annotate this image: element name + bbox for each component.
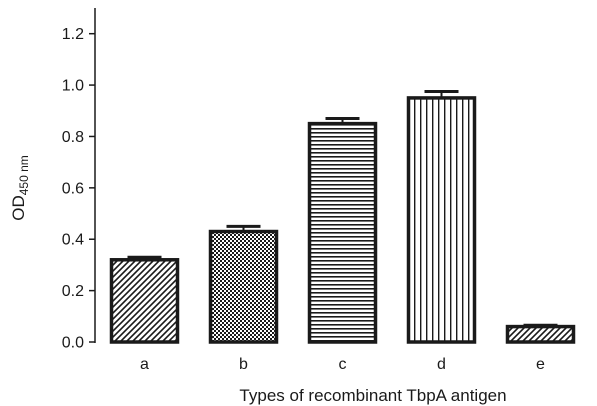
bar-e <box>505 324 576 344</box>
bar-c <box>307 121 378 344</box>
y-tick-label: 0.6 <box>62 180 84 197</box>
y-tick-label: 0.2 <box>62 283 84 300</box>
y-axis-ticks: 0.0 0.2 0.4 0.6 0.8 1.0 1.2 <box>62 26 95 352</box>
x-tick-label-b: b <box>239 356 248 373</box>
x-tick-label-d: d <box>437 356 446 373</box>
y-axis-title-main: OD <box>9 195 28 221</box>
x-tick-label-a: a <box>140 356 149 373</box>
error-bars-group <box>127 90 558 327</box>
y-tick-label: 1.0 <box>62 78 84 95</box>
y-axis-title-subscript: 450 nm <box>17 155 31 195</box>
x-tick-label-c: c <box>339 356 347 373</box>
error-bar-b <box>226 224 261 232</box>
bar-d <box>406 96 477 344</box>
y-axis-title: OD450 nm <box>9 155 31 221</box>
error-bar-c <box>325 116 360 124</box>
error-bar-e <box>523 323 558 327</box>
y-tick-label: 0.4 <box>62 232 84 249</box>
x-axis-title: Types of recombinant TbpA antigen <box>239 386 506 405</box>
bar-b <box>208 229 279 344</box>
bar-a <box>109 258 180 344</box>
bars-group <box>109 96 576 344</box>
error-bar-a <box>127 255 162 260</box>
y-tick-label: 0.0 <box>62 335 84 352</box>
x-axis-tick-labels: a b c d e <box>140 356 545 373</box>
y-tick-label: 1.2 <box>62 26 84 43</box>
error-bar-d <box>424 90 459 98</box>
x-tick-label-e: e <box>536 356 545 373</box>
y-tick-label: 0.8 <box>62 129 84 146</box>
